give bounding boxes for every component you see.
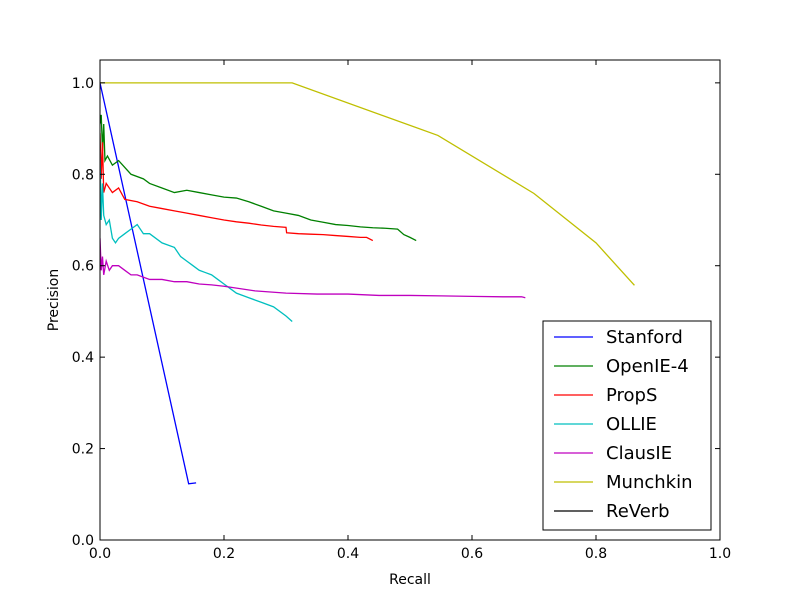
x-tick-label: 0.4 (337, 546, 359, 562)
x-tick-label: 0.8 (585, 546, 607, 562)
legend: Stanford OpenIE-4 PropS OLLIE ClausIE Munchki… (542, 320, 712, 531)
series-line-munchkin (100, 82, 635, 286)
plot-frame (99, 59, 721, 541)
legend-label-clausie: ClausIE (606, 443, 672, 464)
series-line-stanford (100, 82, 197, 485)
legend-label-props: PropS (606, 385, 657, 406)
legend-label-munchkin: Munchkin (606, 472, 692, 493)
legend-label-stanford: Stanford (606, 327, 683, 348)
y-tick-label: 0.6 (72, 259, 94, 275)
series-line-clausie (100, 238, 526, 299)
x-tick-label: 0.2 (213, 546, 235, 562)
y-tick-label: 0.4 (72, 350, 94, 366)
legend-box (542, 320, 712, 531)
y-tick-label: 0.0 (72, 533, 94, 549)
series-line-ollie (100, 151, 293, 322)
legend-label-ollie: OLLIE (606, 414, 657, 435)
series-line-openie-4 (100, 114, 417, 242)
x-axis-label: Recall (389, 572, 431, 588)
legend-label-reverb: ReVerb (606, 501, 670, 522)
y-tick-label: 0.2 (72, 442, 94, 458)
labels-layer: Recall Precision (46, 269, 431, 588)
legend-label-openie-4: OpenIE-4 (606, 356, 689, 377)
x-tick-label: 0.6 (461, 546, 483, 562)
x-tick-label: 0.0 (89, 546, 111, 562)
series-layer (100, 82, 635, 485)
y-tick-label: 1.0 (72, 76, 94, 92)
series-line-props (100, 133, 374, 242)
y-tick-label: 0.8 (72, 167, 94, 183)
axes-layer: 0.0 0.2 0.4 0.6 0.8 1.0 0.0 0.2 0.4 0.6 0.8 1.0 (72, 59, 731, 562)
x-tick-label: 1.0 (709, 546, 731, 562)
y-axis-label: Precision (46, 269, 62, 331)
